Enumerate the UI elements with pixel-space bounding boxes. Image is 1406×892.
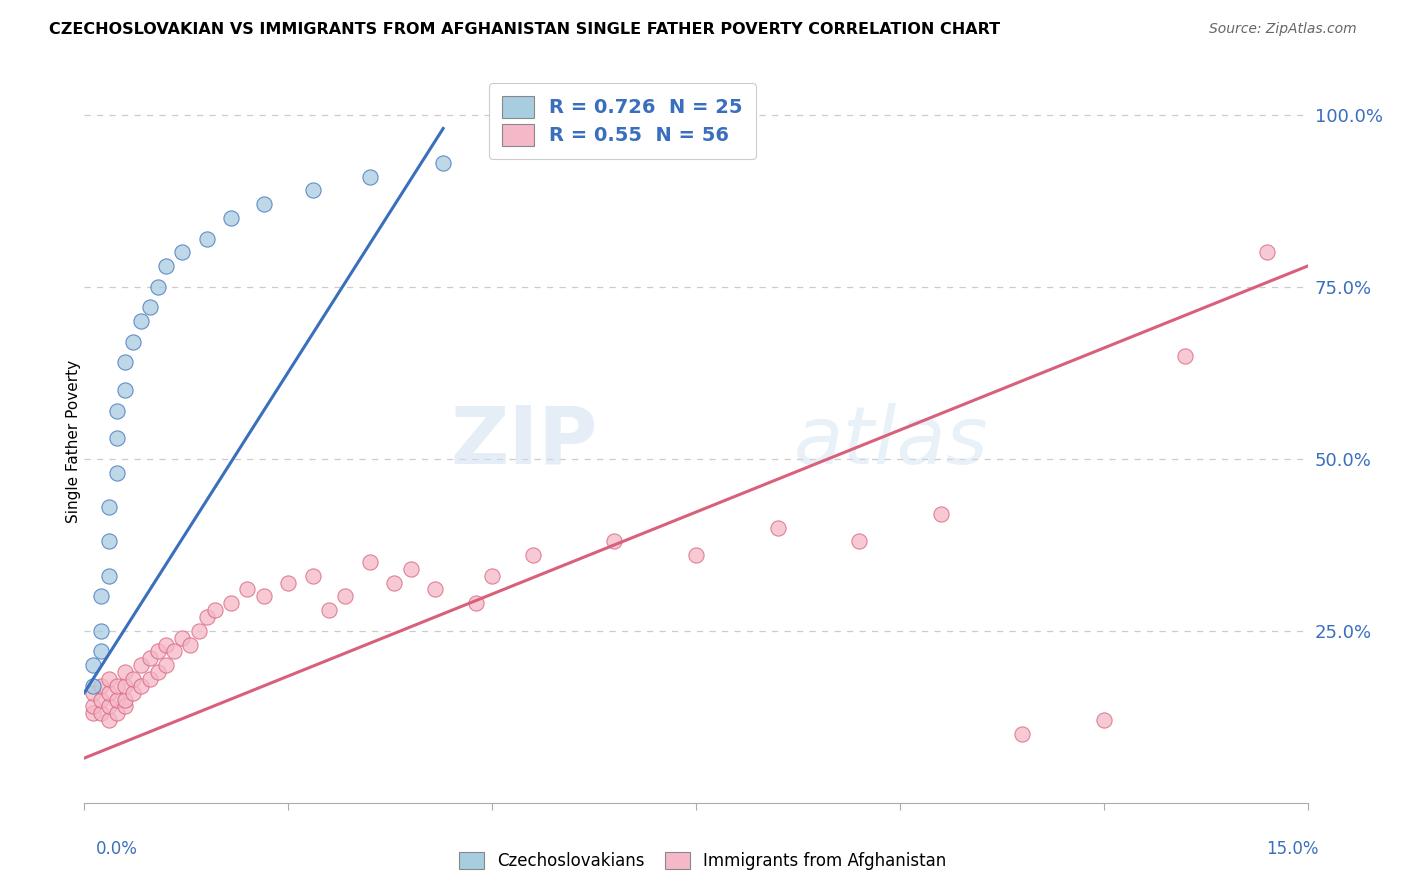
Point — [277, 575, 299, 590]
Point — [146, 665, 169, 679]
Point — [105, 466, 128, 480]
Point — [122, 672, 145, 686]
Point — [82, 658, 104, 673]
Point — [481, 568, 503, 582]
Point — [236, 582, 259, 597]
Point — [423, 582, 446, 597]
Point — [138, 672, 160, 686]
Point — [301, 568, 323, 582]
Point — [97, 534, 120, 549]
Point — [464, 596, 486, 610]
Text: atlas: atlas — [794, 402, 988, 481]
Point — [1092, 713, 1115, 727]
Point — [848, 534, 870, 549]
Text: Source: ZipAtlas.com: Source: ZipAtlas.com — [1209, 22, 1357, 37]
Point — [114, 383, 136, 397]
Point — [359, 555, 381, 569]
Point — [122, 334, 145, 349]
Point — [97, 672, 120, 686]
Point — [155, 658, 177, 673]
Point — [253, 197, 276, 211]
Point — [97, 500, 120, 514]
Point — [90, 590, 112, 604]
Point — [603, 534, 626, 549]
Point — [163, 644, 186, 658]
Point — [187, 624, 209, 638]
Text: 15.0%: 15.0% — [1267, 840, 1319, 858]
Point — [131, 658, 153, 673]
Point — [90, 706, 112, 721]
Point — [318, 603, 340, 617]
Point — [97, 713, 120, 727]
Point — [138, 651, 160, 665]
Point — [114, 692, 136, 706]
Point — [359, 169, 381, 184]
Point — [253, 590, 276, 604]
Point — [131, 679, 153, 693]
Point — [172, 631, 194, 645]
Point — [131, 314, 153, 328]
Point — [179, 638, 201, 652]
Point — [301, 183, 323, 197]
Point — [195, 231, 218, 245]
Point — [105, 403, 128, 417]
Point — [335, 590, 357, 604]
Point — [105, 692, 128, 706]
Point — [399, 562, 422, 576]
Point — [105, 431, 128, 445]
Point — [766, 520, 789, 534]
Point — [114, 665, 136, 679]
Point — [1174, 349, 1197, 363]
Text: ZIP: ZIP — [451, 402, 598, 481]
Point — [90, 692, 112, 706]
Point — [105, 706, 128, 721]
Point — [146, 279, 169, 293]
Point — [522, 548, 544, 562]
Point — [219, 211, 242, 225]
Text: 0.0%: 0.0% — [96, 840, 138, 858]
Legend: R = 0.726  N = 25, R = 0.55  N = 56: R = 0.726 N = 25, R = 0.55 N = 56 — [489, 83, 756, 159]
Legend: Czechoslovakians, Immigrants from Afghanistan: Czechoslovakians, Immigrants from Afghan… — [454, 847, 952, 875]
Point — [114, 699, 136, 714]
Point — [114, 679, 136, 693]
Point — [82, 679, 104, 693]
Point — [172, 245, 194, 260]
Point — [82, 706, 104, 721]
Point — [82, 699, 104, 714]
Point — [97, 686, 120, 700]
Point — [204, 603, 226, 617]
Point — [82, 686, 104, 700]
Point — [382, 575, 405, 590]
Point — [122, 686, 145, 700]
Point — [97, 568, 120, 582]
Point — [146, 644, 169, 658]
Point — [432, 156, 454, 170]
Point — [155, 638, 177, 652]
Point — [1256, 245, 1278, 260]
Point — [90, 679, 112, 693]
Point — [1011, 727, 1033, 741]
Point — [90, 624, 112, 638]
Text: CZECHOSLOVAKIAN VS IMMIGRANTS FROM AFGHANISTAN SINGLE FATHER POVERTY CORRELATION: CZECHOSLOVAKIAN VS IMMIGRANTS FROM AFGHA… — [49, 22, 1000, 37]
Point — [929, 507, 952, 521]
Point — [685, 548, 707, 562]
Point — [97, 699, 120, 714]
Point — [114, 355, 136, 369]
Point — [219, 596, 242, 610]
Y-axis label: Single Father Poverty: Single Father Poverty — [66, 360, 80, 523]
Point — [105, 679, 128, 693]
Point — [90, 644, 112, 658]
Point — [155, 259, 177, 273]
Point — [138, 301, 160, 315]
Point — [195, 610, 218, 624]
